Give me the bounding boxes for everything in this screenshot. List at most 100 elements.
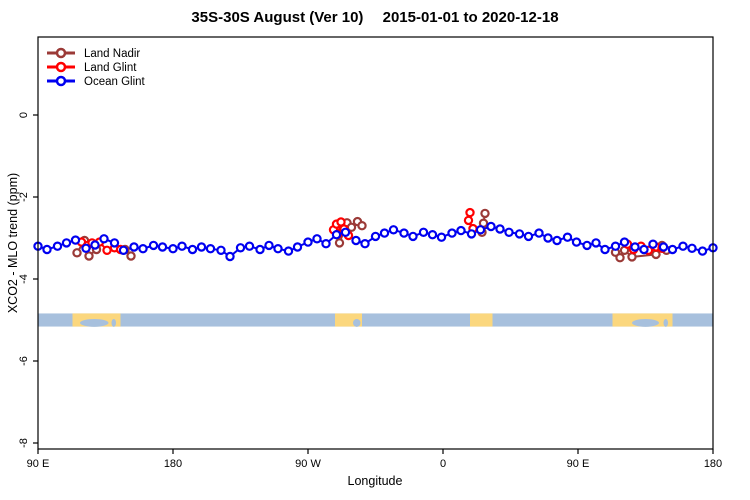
ocean_glint-point [205, 243, 216, 254]
ocean_glint-point [255, 244, 265, 255]
ocean_glint-point [514, 229, 525, 239]
ocean_glint-legend-label: Ocean Glint [84, 76, 146, 88]
ocean_glint-point [90, 240, 100, 250]
ocean_glint-point [658, 242, 669, 252]
ocean_glint-point [600, 244, 610, 255]
x-tick-label: 0 [440, 458, 446, 470]
ocean_glint-point [571, 237, 582, 247]
ocean_glint-point [312, 234, 322, 244]
ocean_glint-point [118, 245, 129, 255]
ocean_glint-point [486, 221, 496, 232]
ocean_glint-point [582, 240, 592, 251]
land_glint-legend-marker [55, 61, 67, 73]
land_nadir-point [615, 253, 625, 263]
ocean_glint-point [148, 240, 159, 251]
y-tick-label: -8 [18, 438, 30, 448]
ocean_glint-point [52, 241, 63, 251]
ocean_glint-point [283, 246, 294, 256]
land_nadir-point [651, 249, 661, 260]
ocean_glint-point [418, 227, 429, 237]
ocean_glint-point [61, 238, 72, 248]
ocean_glint-point [168, 243, 178, 254]
ocean_glint-point [399, 228, 409, 238]
ocean_glint-point [303, 237, 313, 247]
ocean_glint-point [379, 228, 390, 238]
ocean_glint-point [388, 225, 399, 235]
ocean_glint-point [225, 251, 235, 262]
ocean_glint-point [321, 238, 331, 249]
strip-lake [663, 318, 668, 327]
strip-land-patch [470, 313, 493, 327]
ocean_glint-point [543, 233, 553, 243]
ocean_glint-point [678, 241, 688, 251]
ocean_glint-point [42, 244, 52, 255]
ocean_glint-point [273, 243, 283, 254]
ocean_glint-point [196, 242, 207, 252]
ocean_glint-point [157, 242, 168, 252]
ocean_glint-point [534, 228, 544, 238]
strip-lake [111, 318, 116, 327]
ocean_glint-point [264, 240, 274, 251]
land_nadir-point [480, 208, 490, 219]
strip-ocean [38, 313, 713, 327]
ocean_glint-point [523, 231, 534, 242]
ocean_glint-point [216, 245, 226, 255]
ocean_glint-point [235, 243, 246, 253]
y-tick-label: 0 [18, 112, 30, 118]
y-tick-label: -4 [18, 274, 30, 284]
strip-lake [80, 318, 109, 327]
x-axis-label: Longitude [347, 474, 403, 488]
x-tick-label: 90 E [27, 458, 50, 470]
ocean_glint-point [475, 225, 486, 235]
land_nadir-legend-marker [55, 47, 67, 59]
ocean_glint-point [109, 238, 120, 248]
ocean_glint-point [552, 235, 562, 246]
x-tick-label: 90 E [567, 458, 590, 470]
ocean_glint-point [360, 238, 370, 249]
land_nadir-legend-label: Land Nadir [84, 48, 140, 60]
ocean_glint-point [138, 243, 148, 254]
land_glint-legend-label: Land Glint [84, 62, 137, 74]
strip-lake [353, 318, 361, 327]
plot-box [37, 36, 714, 450]
x-tick-label: 180 [164, 458, 182, 470]
strip-lake [632, 318, 659, 327]
ocean_glint-point [351, 235, 361, 246]
ocean_glint-point [504, 227, 514, 237]
land_nadir-point [627, 252, 637, 262]
ocean_glint-point [70, 235, 81, 245]
x-tick-label: 180 [704, 458, 722, 470]
y-tick-label: -6 [18, 356, 30, 366]
ocean_glint-point [630, 242, 640, 252]
ocean_glint-point [436, 232, 447, 242]
ocean_glint-point [99, 234, 109, 244]
ocean_glint-point [129, 242, 139, 252]
ocean_glint-point [495, 224, 505, 234]
ocean_glint-point [187, 244, 198, 255]
ocean_glint-point [427, 229, 438, 240]
ocean_glint-point [562, 232, 573, 242]
ocean_glint-point [610, 241, 621, 251]
land_nadir-point [334, 238, 345, 248]
ocean_glint-point [591, 238, 601, 248]
y-tick-label: -2 [18, 192, 30, 202]
ocean_glint-point [456, 225, 466, 236]
ocean_glint-point [466, 229, 477, 239]
ocean_glint-point [340, 227, 351, 237]
land_glint-point [463, 215, 474, 226]
ocean_glint-point [639, 244, 649, 255]
x-tick-label: 90 W [295, 458, 321, 470]
ocean_glint-point [697, 246, 708, 256]
ocean_glint-point [687, 243, 697, 253]
ocean_glint-point [667, 244, 678, 255]
ocean_glint-point [244, 241, 255, 251]
land_nadir-point [72, 248, 82, 258]
ocean_glint-point [292, 242, 303, 252]
ocean_glint-point [408, 231, 418, 242]
land_glint-point [465, 207, 475, 218]
ocean_glint-point [447, 228, 457, 238]
land_nadir-point [126, 251, 136, 261]
land_glint-point [102, 245, 112, 255]
